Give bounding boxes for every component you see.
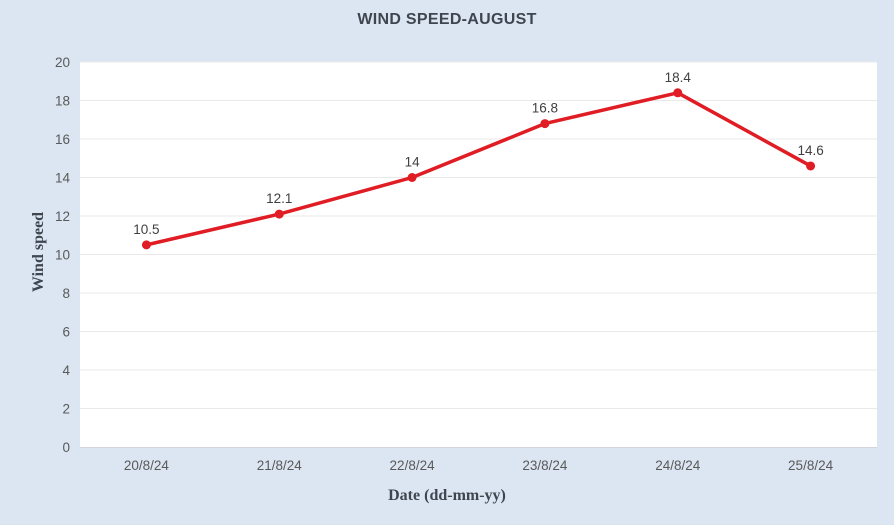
x-tick-label: 25/8/24 xyxy=(788,458,834,473)
data-point-marker xyxy=(141,240,151,250)
y-tick-label: 16 xyxy=(55,132,70,147)
y-tick-label: 4 xyxy=(62,363,70,378)
data-point-marker xyxy=(673,88,683,98)
y-tick-label: 2 xyxy=(62,402,70,417)
y-tick-label: 0 xyxy=(62,440,70,455)
x-tick-label: 20/8/24 xyxy=(124,458,170,473)
chart-title: WIND SPEED-AUGUST xyxy=(357,11,537,28)
y-tick-label: 18 xyxy=(55,94,70,109)
y-tick-label: 14 xyxy=(55,171,71,186)
data-label: 14.6 xyxy=(797,143,823,158)
y-tick-label: 6 xyxy=(62,325,70,340)
data-point-marker xyxy=(274,209,284,219)
y-tick-label: 10 xyxy=(55,248,70,263)
y-tick-label: 8 xyxy=(62,286,70,301)
data-label: 16.8 xyxy=(532,101,558,116)
x-tick-label: 24/8/24 xyxy=(655,458,701,473)
wind-speed-line xyxy=(144,91,813,247)
data-point-marker xyxy=(407,173,417,182)
data-point-marker xyxy=(806,161,816,171)
data-label: 14 xyxy=(405,155,421,170)
x-axis-title: Date (dd-mm-yy) xyxy=(388,487,506,504)
x-tick-label: 23/8/24 xyxy=(522,458,568,473)
data-label: 10.5 xyxy=(133,222,159,237)
data-label: 18.4 xyxy=(665,70,692,85)
data-point-marker xyxy=(540,119,550,129)
x-tick-label: 22/8/24 xyxy=(390,458,436,473)
data-label: 12.1 xyxy=(266,191,292,206)
y-tick-label: 12 xyxy=(55,209,70,224)
x-tick-label: 21/8/24 xyxy=(257,458,303,473)
y-tick-label: 20 xyxy=(55,55,70,70)
